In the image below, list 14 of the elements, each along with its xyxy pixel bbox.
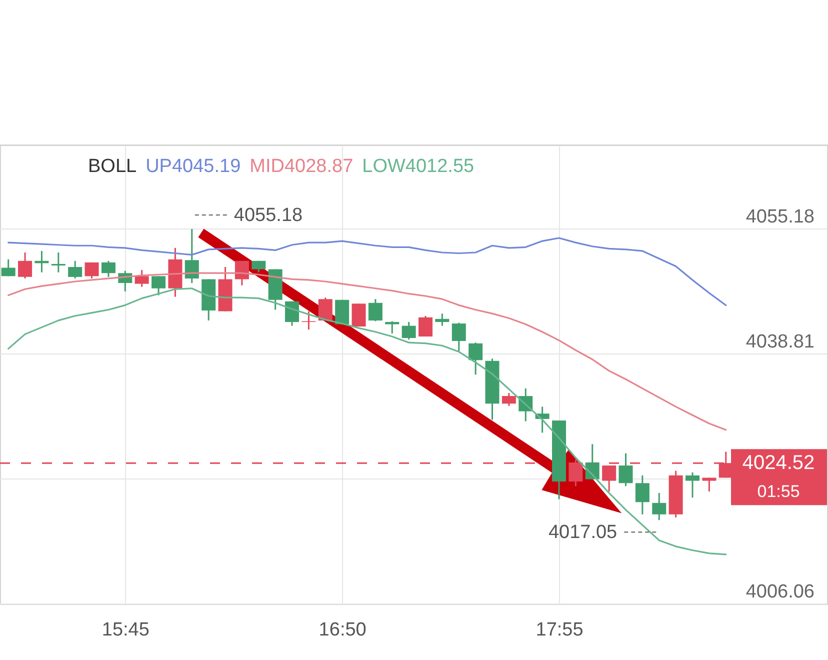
text: LOW4012.55 [362,156,474,177]
annotation: 4017.05 [548,522,618,544]
x-tick-label: 15:45 [102,620,150,640]
legend-title: BOLL [88,156,137,177]
y-tick-label: 4038.81 [746,331,814,352]
annotation: 4055.18 [234,204,303,226]
y-tick-label: 4006.06 [746,582,814,602]
x-tick-label: 16:50 [318,620,366,640]
annotation: 4024.52 [742,452,815,474]
text: MID4028.87 [250,156,354,177]
y-tick-label: 4055.18 [746,206,814,228]
text: UP4045.19 [146,156,241,177]
x-tick-label: 17:55 [536,620,584,640]
annotation: 01:55 [757,482,800,502]
